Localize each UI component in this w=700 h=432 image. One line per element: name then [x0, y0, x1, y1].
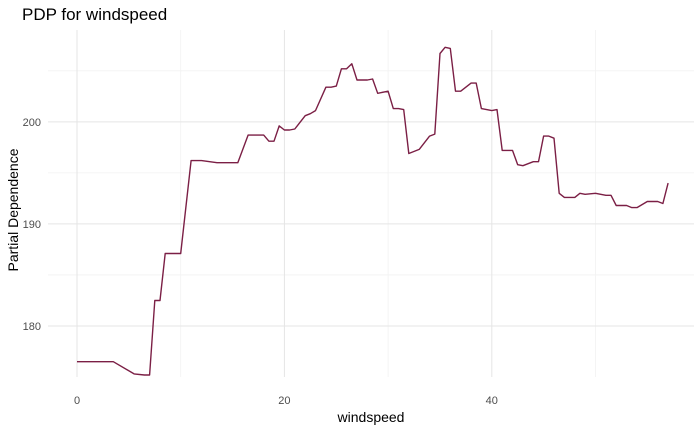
- x-tick-label: 0: [74, 395, 80, 407]
- series-line: [77, 46, 669, 376]
- x-tick-label: 20: [278, 395, 290, 407]
- grid: [48, 30, 694, 377]
- y-tick-label: 180: [23, 321, 41, 333]
- chart-title: PDP for windspeed: [22, 5, 167, 24]
- y-tick-label: 190: [23, 219, 41, 231]
- x-tick-label: 40: [486, 395, 498, 407]
- y-tick-label: 200: [23, 117, 41, 129]
- x-axis-title: windspeed: [337, 409, 405, 425]
- tick-labels: 0 20 40 180 190 200: [23, 117, 498, 407]
- y-axis-title: Partial Dependence: [5, 148, 21, 271]
